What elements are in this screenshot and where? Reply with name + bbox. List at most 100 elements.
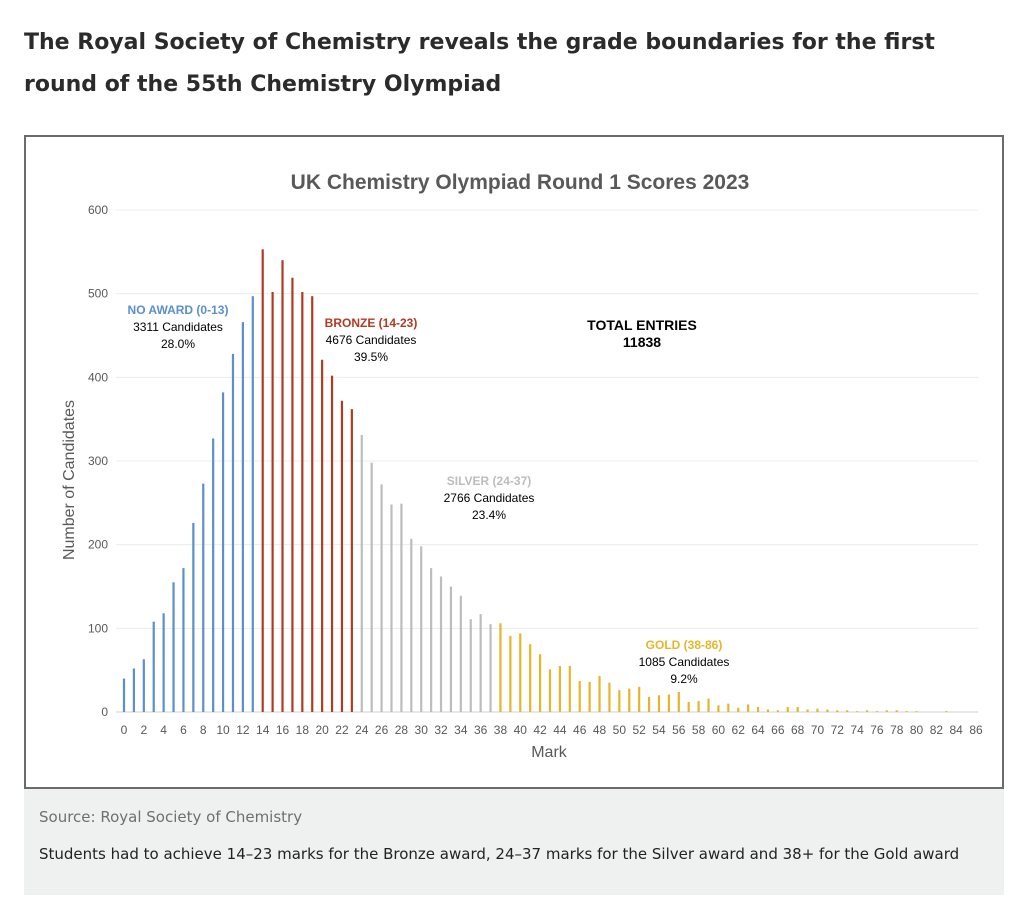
x-axis-label: Mark (531, 744, 568, 761)
bar (865, 710, 869, 712)
bars (122, 249, 948, 712)
bar (291, 277, 294, 712)
bar (479, 614, 482, 712)
x-tick-label: 82 (930, 723, 944, 737)
bar (806, 709, 809, 712)
x-tick-label: 28 (395, 723, 409, 737)
group-name-label: SILVER (24-37) (447, 474, 531, 488)
bar (301, 291, 304, 712)
x-tick-label: 8 (200, 723, 207, 737)
x-tick-label: 68 (791, 723, 805, 737)
bar (538, 654, 542, 712)
x-tick-labels: 0 2 4 6 8 10 12 14 16 18 20 22 24 26 28 30 32 34 36 38 40 42 4… (121, 723, 983, 737)
x-tick-label: 52 (632, 723, 646, 737)
bar (905, 711, 908, 712)
bar (846, 710, 849, 712)
bar (420, 546, 423, 712)
bar (499, 623, 502, 712)
bar (786, 706, 789, 712)
bar (727, 703, 730, 712)
x-tick-label: 42 (533, 723, 547, 737)
bar (895, 710, 898, 712)
bar (747, 704, 750, 712)
x-tick-label: 86 (969, 723, 983, 737)
bar (796, 706, 799, 712)
bar (182, 568, 185, 712)
bar (628, 688, 631, 712)
group-candidates-label: 2766 Candidates (444, 491, 535, 505)
x-tick-label: 46 (573, 723, 587, 737)
bar (945, 711, 948, 712)
x-tick-label: 62 (732, 723, 746, 737)
bar (142, 659, 145, 712)
group-name-label: NO AWARD (0-13) (128, 303, 229, 317)
bar (221, 392, 225, 712)
y-tick-label: 200 (88, 538, 108, 552)
article-headline: The Royal Society of Chemistry reveals t… (24, 30, 935, 97)
bar (618, 690, 621, 712)
group-percent-label: 28.0% (161, 337, 195, 351)
x-tick-label: 76 (870, 723, 884, 737)
bar (608, 682, 611, 712)
x-tick-label: 78 (890, 723, 904, 737)
x-tick-label: 74 (850, 723, 864, 737)
x-tick-label: 84 (950, 723, 964, 737)
bar (529, 644, 532, 712)
figure: UK Chemistry Olympiad Round 1 Scores 202… (24, 135, 1004, 895)
y-tick-label: 500 (88, 287, 108, 301)
x-tick-label: 50 (613, 723, 627, 737)
bar (439, 576, 443, 712)
olympiad-scores-chart: UK Chemistry Olympiad Round 1 Scores 202… (61, 171, 983, 761)
x-tick-label: 72 (831, 723, 845, 737)
x-tick-label: 64 (751, 723, 765, 737)
x-tick-label: 32 (434, 723, 448, 737)
x-tick-label: 22 (335, 723, 349, 737)
bar (311, 296, 314, 712)
x-tick-label: 14 (256, 723, 270, 737)
bar (321, 359, 324, 712)
y-tick-label: 300 (88, 454, 108, 468)
caption-text: Students had to achieve 14–23 marks for … (39, 845, 960, 863)
total-entries-label: TOTAL ENTRIES (587, 317, 697, 333)
caption-source: Source: Royal Society of Chemistry (39, 808, 303, 826)
bar (192, 522, 195, 712)
bar (568, 665, 571, 712)
bar (122, 678, 126, 712)
x-tick-label: 20 (315, 723, 329, 737)
bar (271, 291, 274, 712)
x-tick-label: 70 (811, 723, 825, 737)
bar (558, 665, 562, 712)
bar (647, 696, 651, 712)
bar (390, 504, 393, 712)
bar (350, 409, 353, 712)
bar (241, 322, 244, 712)
x-tick-label: 26 (375, 723, 389, 737)
bar (152, 621, 155, 712)
group-percent-label: 23.4% (472, 508, 506, 522)
x-tick-label: 10 (216, 723, 230, 737)
x-tick-label: 54 (652, 723, 666, 737)
bar (766, 709, 770, 712)
x-tick-label: 4 (160, 723, 167, 737)
bar (776, 710, 779, 712)
bar (132, 668, 136, 712)
bar (667, 694, 670, 712)
bar (885, 710, 888, 712)
x-tick-label: 60 (712, 723, 726, 737)
bar (875, 711, 879, 712)
group-candidates-label: 3311 Candidates (133, 320, 223, 334)
x-tick-label: 30 (415, 723, 429, 737)
group-candidates-label: 1085 Candidates (639, 655, 730, 669)
bar (410, 538, 413, 712)
x-tick-label: 6 (180, 723, 187, 737)
bar (856, 711, 859, 712)
bar (489, 624, 492, 712)
bar (212, 438, 215, 712)
x-tick-label: 24 (355, 723, 369, 737)
bar (509, 635, 512, 712)
bar (677, 691, 680, 712)
bar (578, 681, 581, 712)
bar (469, 619, 472, 712)
bar (737, 707, 740, 712)
bar (261, 249, 264, 712)
